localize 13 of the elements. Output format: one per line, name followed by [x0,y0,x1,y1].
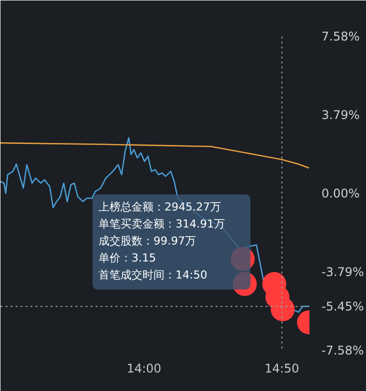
annotation: 上榜总金额：2945.27万 [98,200,221,214]
x-tick-label: 14:50 [264,362,300,376]
y-tick-label: -7.58% [322,344,364,358]
y-tick-label: 3.79% [322,108,360,122]
ref-line-label: -5.45% [322,299,364,314]
x-tick-label: 14:00 [126,362,162,376]
annotation: 成交股数：99.97万 [98,234,196,248]
annotation: 单笔买卖金额：314.91万 [98,218,225,230]
y-tick-label: 7.58% [322,30,360,44]
y-tick-label: -3.79% [322,265,364,279]
annotation: 首笔成交时间：14:50 [98,268,208,282]
annotation: 单价：3.15 [98,252,156,264]
y-tick-label: 0.00% [322,186,360,200]
